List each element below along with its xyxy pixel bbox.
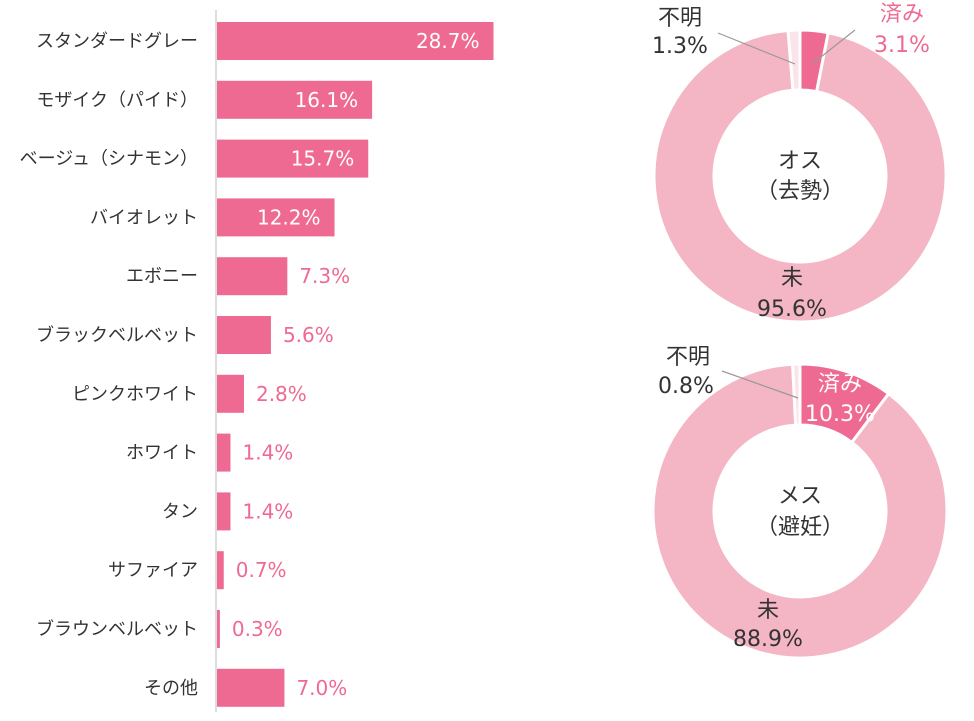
- data-label: 7.0%: [296, 676, 347, 700]
- data-label: 28.7%: [416, 29, 480, 53]
- pie-slice-name: 不明: [666, 345, 710, 370]
- leader-line: [721, 370, 799, 399]
- pie-slice: [786, 28, 802, 92]
- data-label: 16.1%: [295, 88, 359, 112]
- bar-chart: スタンダードグレー 28.7% モザイク（パイド） 16.1% ベージュ（シナモン） 15…: [20, 10, 494, 712]
- pie-slice-label: 0.8%: [658, 374, 714, 399]
- category-label: ブラックベルベット: [36, 324, 198, 346]
- data-label: 15.7%: [291, 147, 355, 171]
- pie-slice-name: 済み: [880, 2, 924, 27]
- pie-slice: [791, 362, 802, 427]
- bar: [217, 139, 369, 178]
- category-label: ホワイト: [126, 443, 198, 464]
- pie-center-label-line2: （避妊）: [756, 515, 844, 540]
- data-label: 2.8%: [256, 382, 307, 406]
- bar: [217, 316, 271, 354]
- data-label: 7.3%: [299, 264, 350, 288]
- data-label: 1.4%: [242, 441, 293, 465]
- data-label: 0.3%: [232, 617, 283, 641]
- donut-chart-male: オス （去勢） 不明 1.3% 済み 3.1% 未 95.6%: [652, 2, 948, 324]
- leader-line: [717, 32, 796, 65]
- category-label: バイオレット: [90, 207, 198, 228]
- bar: [217, 551, 224, 590]
- data-label: 12.2%: [257, 205, 321, 229]
- category-label: モザイク（パイド）: [36, 90, 198, 111]
- pie-slice-label: 1.3%: [652, 34, 708, 59]
- data-label: 1.4%: [242, 499, 293, 523]
- data-label: 0.7%: [236, 558, 287, 582]
- category-label: ベージュ（シナモン）: [20, 149, 198, 170]
- pie-center-label-line1: オス: [778, 149, 822, 174]
- pie-slice-name: 不明: [658, 6, 702, 31]
- data-label: 5.6%: [283, 323, 334, 347]
- bar: [217, 22, 494, 60]
- pie-slice-label: 3.1%: [874, 33, 930, 58]
- bar: [217, 198, 335, 237]
- bar: [217, 668, 285, 707]
- category-label: サファイア: [108, 560, 198, 581]
- pie-slice-label: 95.6%: [757, 297, 827, 322]
- category-label: エボニー: [126, 266, 198, 287]
- bar: [217, 374, 244, 413]
- pie-center-label-line2: （去勢）: [756, 179, 844, 204]
- pie-slice-name: 未: [781, 266, 803, 291]
- bar: [217, 257, 288, 296]
- pie-slice: [651, 362, 949, 660]
- category-label: ブラウンベルベット: [36, 618, 198, 640]
- pie-slice-label: 88.9%: [733, 627, 803, 652]
- pie-slice-label: 10.3%: [805, 402, 875, 427]
- category-label: ピンクホワイト: [72, 384, 198, 405]
- pie-slice: [652, 28, 948, 324]
- bar: [217, 80, 373, 119]
- category-label: その他: [144, 678, 198, 699]
- bar: [217, 433, 231, 472]
- category-label: タン: [162, 501, 198, 522]
- donut-chart-female: メス （避妊） 不明 0.8% 済み 10.3% 未 88.9%: [651, 345, 949, 660]
- leader-line: [811, 29, 856, 65]
- bar: [217, 610, 220, 648]
- category-label: スタンダードグレー: [36, 31, 198, 52]
- pie-slice-name: 済み: [818, 372, 862, 397]
- pie-center-label-line1: メス: [778, 484, 822, 509]
- bar: [217, 492, 231, 531]
- pie-slice-name: 未: [757, 598, 779, 623]
